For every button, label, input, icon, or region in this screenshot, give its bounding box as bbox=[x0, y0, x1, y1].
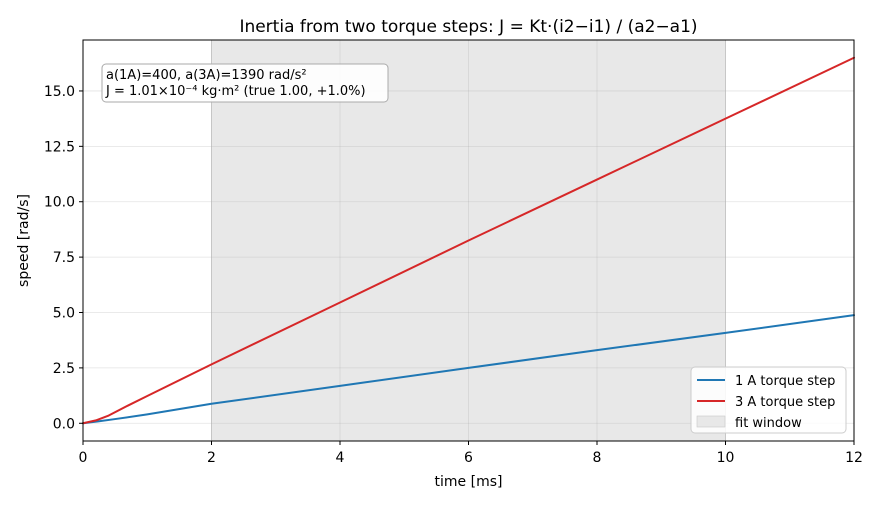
x-tick-label: 0 bbox=[79, 450, 88, 466]
x-tick-label: 2 bbox=[207, 450, 216, 466]
x-tick-label: 12 bbox=[845, 450, 863, 466]
x-tick-label: 4 bbox=[336, 450, 345, 466]
series-line-1a bbox=[82, 314, 855, 425]
annotation-line: J = 1.01×10⁻⁴ kg·m² (true 1.00, +1.0%) bbox=[105, 84, 366, 99]
x-tick-label: 6 bbox=[464, 450, 473, 466]
x-tick-label: 8 bbox=[593, 450, 602, 466]
x-tick-label: 10 bbox=[717, 450, 735, 466]
legend-entry-label: fit window bbox=[735, 416, 802, 431]
y-tick-label: 2.5 bbox=[53, 361, 75, 377]
y-axis-label: speed [rad/s] bbox=[16, 194, 32, 287]
y-tick-label: 5.0 bbox=[53, 306, 75, 322]
y-tick-label: 0.0 bbox=[53, 416, 75, 432]
y-tick-label: 12.5 bbox=[44, 139, 75, 155]
y-tick-label: 7.5 bbox=[53, 250, 75, 266]
y-tick-label: 15.0 bbox=[44, 84, 75, 100]
legend-frame bbox=[690, 366, 847, 434]
annotation-background bbox=[101, 63, 389, 103]
legend: 1 A torque step 3 A torque step fit window bbox=[690, 366, 847, 434]
x-axis-label: time [ms] bbox=[435, 474, 503, 490]
legend-entry-label: 3 A torque step bbox=[735, 395, 835, 410]
annotation-line: a(1A)=400, a(3A)=1390 rad/s² bbox=[106, 68, 307, 83]
legend-entry-label: 1 A torque step bbox=[735, 374, 835, 389]
chart-title: Inertia from two torque steps: J = Kt·(i… bbox=[239, 17, 697, 37]
series-line-3a bbox=[82, 56, 855, 425]
annotation-box: a(1A)=400, a(3A)=1390 rad/s²J = 1.01×10⁻… bbox=[101, 63, 389, 103]
legend-swatch-band bbox=[696, 415, 726, 428]
y-tick-label: 10.0 bbox=[44, 195, 75, 211]
